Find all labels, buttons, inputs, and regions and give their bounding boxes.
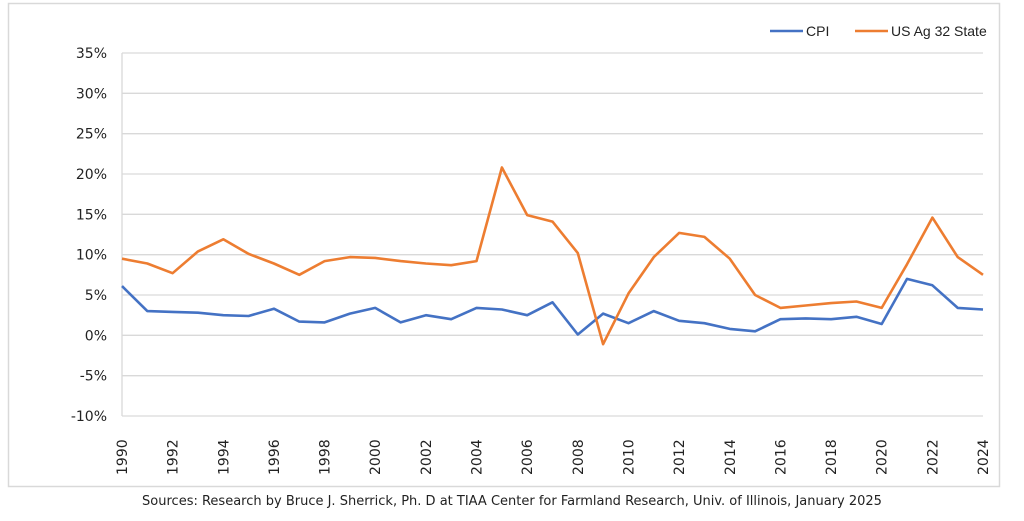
x-tick-label: 1990 <box>115 439 131 475</box>
x-tick-label: 2004 <box>470 439 486 475</box>
legend-label: US Ag 32 State <box>891 23 987 39</box>
x-tick-label: 2018 <box>824 439 840 475</box>
y-tick-label: -10% <box>71 409 107 425</box>
legend-label: CPI <box>806 23 829 39</box>
y-tick-label: 15% <box>76 207 107 223</box>
y-tick-label: 35% <box>76 46 107 62</box>
x-tick-label: 2014 <box>723 439 739 475</box>
y-tick-label: 25% <box>76 127 107 143</box>
y-tick-label: 10% <box>76 248 107 264</box>
y-tick-label: 5% <box>85 288 107 304</box>
series-line-cpi <box>121 277 984 336</box>
line-chart: -10% -5% 0% 5% 10% 15% 20% 25% 30% 35% 1990 1992 19… <box>7 2 1001 488</box>
y-tick-label: 0% <box>85 328 107 344</box>
y-tick-label: -5% <box>80 369 107 385</box>
x-tick-label: 2020 <box>875 439 891 475</box>
x-tick-label: 1992 <box>166 439 182 475</box>
x-tick-label: 2008 <box>571 439 587 475</box>
x-tick-label: 2010 <box>621 439 637 475</box>
x-tick-label: 1994 <box>216 439 232 475</box>
x-tick-label: 2022 <box>925 439 941 475</box>
source-note: Sources: Research by Bruce J. Sherrick, … <box>142 494 882 509</box>
x-tick-label: 2024 <box>976 439 992 475</box>
x-tick-label: 1996 <box>267 439 283 475</box>
x-tick-label: 2006 <box>520 439 536 475</box>
x-tick-label: 1998 <box>318 439 334 475</box>
chart-border <box>7 2 1001 488</box>
x-tick-label: 2000 <box>368 439 384 475</box>
x-tick-label: 2016 <box>773 439 789 475</box>
x-tick-label: 2012 <box>672 439 688 475</box>
y-tick-label: 20% <box>76 167 107 183</box>
x-tick-label: 2002 <box>419 439 435 475</box>
y-tick-label: 30% <box>76 86 107 102</box>
